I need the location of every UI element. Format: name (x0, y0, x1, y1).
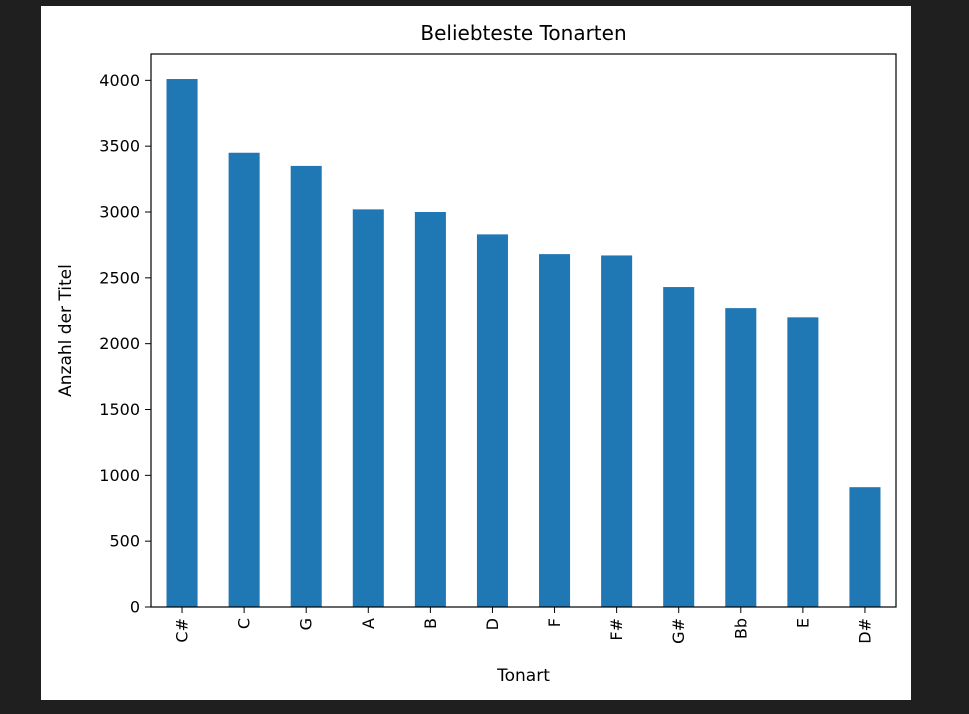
x-tick-label: E (793, 618, 812, 628)
y-tick-label: 1500 (99, 400, 140, 419)
y-tick-label: 2000 (99, 334, 140, 353)
x-tick-label: C (235, 618, 254, 629)
bar-d-sharp (849, 487, 881, 607)
y-tick-label: 2500 (99, 268, 140, 287)
x-tick-label: F (545, 618, 564, 627)
x-tick-label: C# (173, 618, 192, 643)
y-tick-label: 3500 (99, 137, 140, 156)
x-tick-label: B (421, 618, 440, 629)
x-axis-ticks: C# C G A B D F F# G# Bb E D# (173, 607, 874, 644)
y-tick-label: 3000 (99, 203, 140, 222)
bars-group (166, 79, 881, 608)
bar-e (787, 317, 819, 607)
x-axis-label: Tonart (496, 666, 550, 686)
bar-f (539, 254, 571, 607)
x-tick-label: G# (669, 618, 688, 644)
bar-d (476, 234, 508, 607)
chart-title: Beliebteste Tonarten (420, 21, 626, 45)
y-tick-label: 0 (130, 598, 140, 617)
y-tick-label: 1000 (99, 466, 140, 485)
y-tick-label: 4000 (99, 71, 140, 90)
bar-f-sharp (601, 255, 633, 607)
x-tick-label: D# (855, 618, 874, 644)
x-tick-label: A (359, 618, 378, 629)
y-axis-ticks: 0 500 1000 1500 2000 2500 3000 3500 4000 (99, 71, 151, 617)
y-axis-label: Anzahl der Titel (56, 264, 76, 397)
x-tick-label: F# (607, 618, 626, 641)
y-tick-label: 500 (109, 532, 140, 551)
axes-frame (150, 53, 897, 608)
bar-c (228, 152, 260, 607)
bar-b (414, 212, 446, 607)
chart-figure: Beliebteste Tonarten 0 500 1000 1500 2000 250… (41, 6, 911, 700)
x-tick-label: D (483, 618, 502, 630)
bar-c-sharp (166, 79, 198, 608)
x-tick-label: G (297, 618, 316, 630)
bar-chart: Beliebteste Tonarten 0 500 1000 1500 2000 250… (56, 21, 897, 686)
bar-bb (725, 308, 757, 607)
x-tick-label: Bb (731, 618, 750, 639)
bar-g (290, 165, 322, 607)
bar-g-sharp (663, 287, 695, 607)
bar-a (352, 209, 384, 607)
